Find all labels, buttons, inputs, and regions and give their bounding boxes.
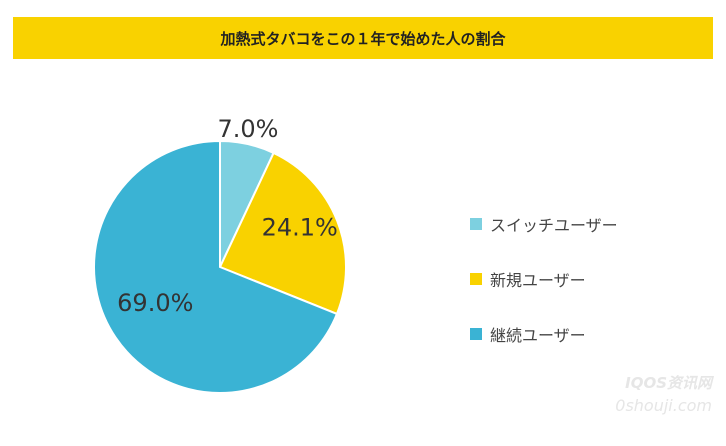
legend-item-continuing: 継続ユーザー	[470, 306, 618, 361]
legend-label-new: 新規ユーザー	[490, 270, 586, 290]
watermark-domain: 0shouji.com	[615, 396, 712, 415]
pie-label-new: 24.1%	[262, 214, 338, 242]
legend-item-new: 新規ユーザー	[470, 251, 618, 306]
pie-label-continuing: 69.0%	[117, 289, 193, 317]
legend-swatch-new	[470, 272, 482, 285]
pie-slice-continuing	[93, 139, 339, 394]
pie-label-switch: 7.0%	[218, 115, 279, 143]
legend-swatch-switch	[470, 217, 482, 230]
legend-label-switch: スイッチユーザー	[490, 215, 618, 235]
chart-title-bar: 加熱式タバコをこの１年で始めた人の割合	[13, 17, 713, 59]
legend-swatch-continuing	[470, 327, 482, 340]
legend-label-continuing: 継続ユーザー	[490, 325, 586, 345]
legend-item-switch: スイッチユーザー	[470, 196, 618, 251]
chart-legend: スイッチユーザー 新規ユーザー 継続ユーザー	[470, 196, 618, 361]
pie-slice-new	[218, 151, 347, 316]
watermark-site-name: IQOS资讯网	[625, 374, 712, 392]
chart-title: 加熱式タバコをこの１年で始めた人の割合	[220, 29, 506, 48]
